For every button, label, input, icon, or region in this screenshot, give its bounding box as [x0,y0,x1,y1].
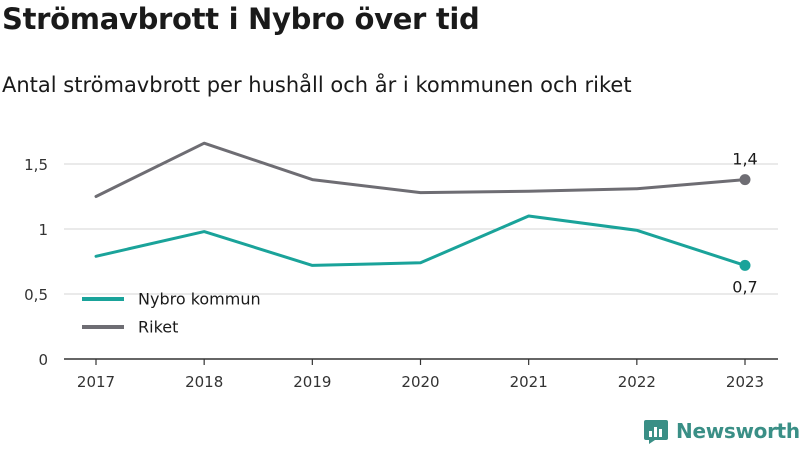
brand-name: Newsworthy [676,419,800,443]
x-tick-label: 2017 [77,373,115,391]
chart-subtitle: Antal strömavbrott per hushåll och år i … [2,73,632,97]
x-tick-label: 2018 [185,373,223,391]
series-end-label: 0,7 [732,277,757,296]
x-tick-label: 2020 [401,373,439,391]
x-tick-label: 2019 [293,373,331,391]
y-axis-ticks: 0 0,5 1 1,5 [24,156,48,369]
gridlines [64,163,778,295]
newsworthy-logo-icon [644,420,668,444]
series-end-label: 1,4 [732,150,757,169]
y-tick-label: 1 [38,221,48,239]
chart-title: Strömavbrott i Nybro över tid [2,2,480,36]
x-tick-label: 2022 [618,373,656,391]
legend-label: Nybro kommun [138,290,261,309]
series-line [94,214,747,267]
series-line [94,141,747,198]
x-axis: 2017 2018 2019 2020 2021 2022 2023 [64,358,778,391]
series-lines: 0,7 1,4 [94,141,758,296]
series-end-marker [739,259,751,271]
series-end-marker [739,174,751,186]
y-tick-label: 0 [38,351,48,369]
legend-label: Riket [138,318,178,337]
y-tick-label: 0,5 [24,286,48,304]
x-tick-label: 2023 [726,373,764,391]
y-tick-label: 1,5 [24,156,48,174]
newsworthy-brand: Newsworthy [643,418,800,444]
legend: Nybro kommun Riket [82,290,261,337]
x-tick-label: 2021 [510,373,548,391]
